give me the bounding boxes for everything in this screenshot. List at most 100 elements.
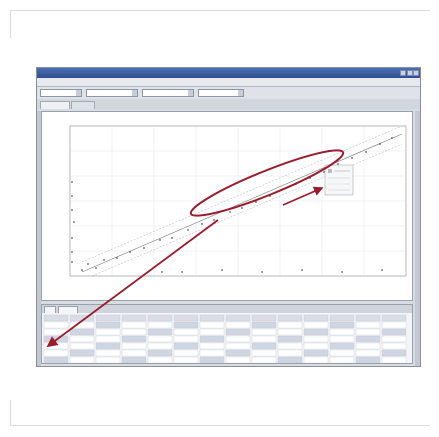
table-cell [43, 328, 69, 336]
table-cell [355, 314, 381, 322]
table-cell [121, 328, 147, 336]
table-cell [69, 328, 95, 336]
toolbar [37, 87, 420, 100]
title-bar [37, 68, 420, 78]
table-cell [303, 321, 329, 329]
data-point [81, 269, 83, 271]
toolbar-field-2[interactable] [86, 89, 138, 97]
table-cell [147, 328, 173, 336]
table-cell [225, 321, 251, 329]
data-point [71, 195, 73, 197]
table-cell [43, 321, 69, 329]
tab-table-2[interactable] [58, 306, 78, 313]
data-point [159, 239, 161, 241]
maximize-button[interactable] [407, 70, 413, 76]
table-cell [147, 335, 173, 343]
chevron-down-icon[interactable] [188, 90, 193, 96]
table-cell [329, 342, 355, 350]
table-cell [199, 342, 225, 350]
data-point [71, 209, 73, 211]
minimize-button[interactable] [400, 70, 406, 76]
table-cell [121, 321, 147, 329]
close-button[interactable] [413, 70, 419, 76]
chevron-down-icon[interactable] [238, 90, 243, 96]
table-cell [173, 328, 199, 336]
table-cell [121, 335, 147, 343]
data-point [143, 247, 145, 249]
table-cell [303, 349, 329, 357]
right-scrollbar[interactable] [415, 111, 420, 366]
table-cell [251, 328, 277, 336]
tab-view-1[interactable] [40, 101, 70, 109]
table-cell [147, 349, 173, 357]
frame-bottom-left-line [10, 400, 11, 426]
table-cell [329, 328, 355, 336]
table-cell [277, 349, 303, 357]
table-cell [355, 349, 381, 357]
data-point [381, 269, 383, 271]
table-cell [303, 328, 329, 336]
table-cell [173, 349, 199, 357]
table-cell [329, 321, 355, 329]
table-cell [277, 356, 303, 363]
table-cell [251, 349, 277, 357]
data-point [201, 223, 203, 225]
data-point [255, 201, 257, 203]
table-cell [303, 314, 329, 322]
table-cell [329, 349, 355, 357]
table-cell [277, 342, 303, 350]
table-cell [147, 342, 173, 350]
scatter-plot-panel [41, 111, 413, 301]
scatter-plot [69, 125, 407, 277]
table-cell [355, 342, 381, 350]
chevron-down-icon[interactable] [132, 90, 137, 96]
table-cell [251, 335, 277, 343]
table-cell [199, 321, 225, 329]
view-tabs [37, 99, 420, 109]
data-point [103, 259, 105, 261]
data-point [187, 229, 189, 231]
chevron-down-icon[interactable] [76, 90, 81, 96]
table-cell [355, 328, 381, 336]
table-cell [69, 356, 95, 363]
table-cell [43, 335, 69, 343]
table-cell [121, 342, 147, 350]
table-cell [173, 335, 199, 343]
tab-table-1[interactable] [44, 306, 56, 313]
data-point [391, 137, 393, 139]
data-point [71, 181, 73, 183]
table-cell [329, 356, 355, 363]
table-cell [121, 356, 147, 363]
table-cell [225, 342, 251, 350]
table-cell [199, 356, 225, 363]
table-cell [43, 314, 69, 322]
data-point [181, 271, 183, 273]
table-cell [251, 356, 277, 363]
table-tabs [42, 305, 412, 313]
legend-swatch [328, 169, 332, 173]
data-point [379, 143, 381, 145]
data-point [95, 267, 97, 269]
table-cell [329, 314, 355, 322]
table-cell [121, 349, 147, 357]
table-cell [69, 314, 95, 322]
data-point [229, 211, 231, 213]
table-cell [251, 321, 277, 329]
data-point [221, 269, 223, 271]
data-table-panel [41, 304, 413, 364]
data-point [365, 151, 367, 153]
menu-bar [37, 78, 420, 87]
data-point [337, 163, 339, 165]
toolbar-field-4[interactable] [198, 89, 244, 97]
table-cell [225, 328, 251, 336]
table-cell [199, 349, 225, 357]
frame-top-line [10, 10, 430, 11]
table-cell [381, 356, 407, 363]
data-point [309, 177, 311, 179]
table-cell [95, 356, 121, 363]
data-point [171, 237, 173, 239]
table-cell [199, 314, 225, 322]
toolbar-field-1[interactable] [40, 89, 82, 97]
tab-view-2[interactable] [71, 101, 95, 109]
toolbar-field-3[interactable] [142, 89, 194, 97]
